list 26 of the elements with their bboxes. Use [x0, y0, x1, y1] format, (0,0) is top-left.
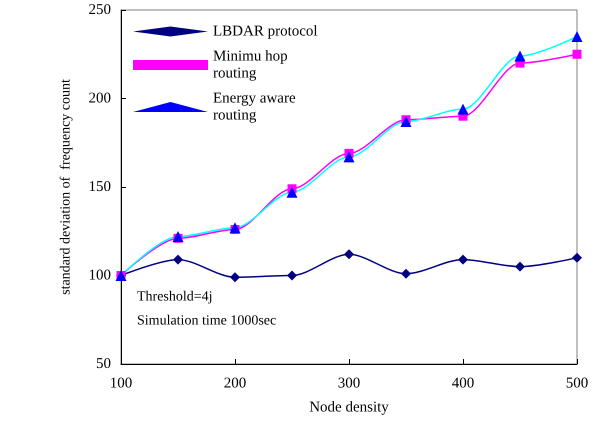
point	[230, 272, 240, 282]
y-tick-label: 150	[88, 179, 111, 195]
point	[173, 254, 183, 265]
point	[515, 262, 525, 272]
legend-label: LBDAR protocol	[213, 24, 318, 40]
annotation: Simulation time 1000sec	[137, 314, 276, 328]
y-tick-label: 250	[88, 2, 111, 18]
x-tick-label: 100	[110, 376, 132, 392]
point	[458, 254, 468, 265]
x-tick-label: 400	[452, 376, 474, 392]
point	[401, 268, 411, 279]
x-tick-label: 200	[224, 376, 246, 392]
point	[344, 249, 354, 260]
x-axis-title: Node density	[309, 400, 390, 416]
point	[572, 252, 582, 263]
y-tick-label: 50	[96, 356, 111, 372]
x-tick-label: 500	[566, 376, 588, 392]
y-tick-label: 100	[88, 268, 111, 284]
legend-label: Minimu hop routing	[213, 48, 292, 82]
y-tick-label: 200	[88, 90, 111, 106]
point	[287, 270, 297, 280]
legend-label: Energy aware routing	[213, 90, 300, 124]
annotation: Threshold=4j	[137, 290, 213, 304]
point	[572, 50, 582, 59]
y-axis-title: standard deviation of frequency count	[58, 79, 74, 295]
x-tick-label: 300	[338, 376, 360, 392]
